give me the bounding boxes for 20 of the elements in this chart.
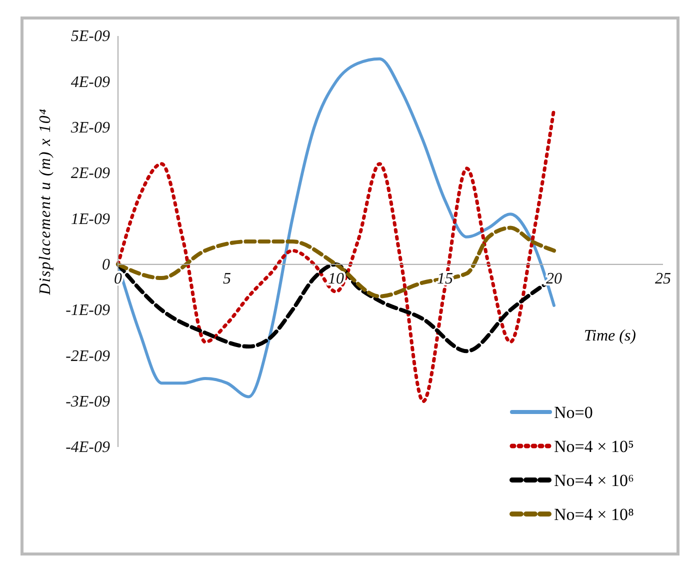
- y-axis-title: Displacement u (m) x 10⁴: [37, 108, 54, 296]
- y-tick-label: 3E-09: [70, 119, 110, 136]
- y-tick-label: -2E-09: [66, 348, 110, 365]
- x-tick-label: 10: [328, 270, 344, 288]
- y-tick-label: 4E-09: [70, 74, 110, 91]
- legend-label: No=4 × 10⁸: [554, 505, 634, 524]
- y-tick-label: -3E-09: [66, 393, 110, 410]
- y-tick-label: 2E-09: [70, 165, 110, 182]
- y-tick-label: -1E-09: [66, 302, 110, 320]
- legend-label: No=4 × 10⁶: [554, 471, 634, 490]
- y-tick-label: -4E-09: [66, 439, 110, 456]
- x-axis-title: Time (s): [584, 327, 636, 344]
- x-tick-label: 5: [223, 270, 231, 288]
- x-tick-label: 0: [114, 270, 122, 288]
- y-tick-label: 0: [102, 256, 110, 274]
- legend-label: No=0: [554, 403, 593, 422]
- x-tick-label: 25: [655, 270, 671, 288]
- y-tick-label: 1E-09: [70, 210, 110, 228]
- legend-label: No=4 × 10⁵: [554, 437, 634, 456]
- y-tick-label: 5E-09: [70, 28, 110, 46]
